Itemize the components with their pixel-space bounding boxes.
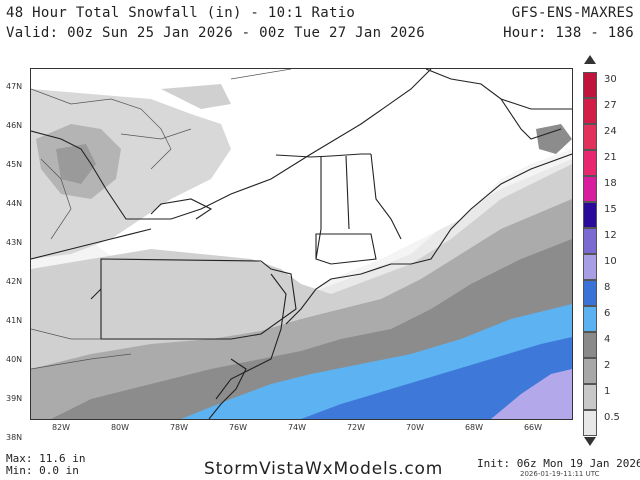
- snowfall-map: [30, 68, 573, 420]
- min-value: Min: 0.0 in: [6, 464, 79, 477]
- lon-label: 76W: [228, 423, 248, 432]
- scroll-up-icon[interactable]: [584, 55, 596, 64]
- lat-label: 38N: [6, 433, 23, 442]
- scale-label: 1: [604, 386, 611, 397]
- snow-10in-area: [491, 369, 572, 419]
- scale-label: 10: [604, 256, 617, 267]
- lon-label: 68W: [464, 423, 484, 432]
- scroll-down-icon[interactable]: [584, 437, 596, 446]
- scale-swatch: [583, 176, 597, 202]
- lat-label: 43N: [6, 238, 23, 247]
- scale-label: 15: [604, 204, 617, 215]
- snow-8in-band: [301, 337, 572, 419]
- lat-label: 40N: [6, 355, 23, 364]
- scale-label: 18: [604, 178, 617, 189]
- inner-borders: [31, 69, 292, 370]
- scale-swatch: [583, 280, 597, 306]
- lon-label: 80W: [110, 423, 130, 432]
- scale-label: 27: [604, 100, 617, 111]
- scale-swatch: [583, 202, 597, 228]
- scale-swatch: [583, 358, 597, 384]
- map-title: 48 Hour Total Snowfall (in) - 10:1 Ratio: [6, 5, 356, 21]
- snow-4in-maritimes: [536, 124, 572, 154]
- init-time: Init: 06z Mon 19 Jan 2026: [477, 457, 640, 470]
- scale-swatch: [583, 306, 597, 332]
- site-name: StormVistaWxModels.com: [204, 459, 444, 479]
- scale-swatch: [583, 332, 597, 358]
- lon-label: 72W: [346, 423, 366, 432]
- lat-label: 47N: [6, 82, 23, 91]
- lat-label: 41N: [6, 316, 23, 325]
- snow-4in-ontario: [56, 144, 96, 184]
- lon-label: 74W: [287, 423, 307, 432]
- scale-swatch: [583, 228, 597, 254]
- scale-swatch: [583, 98, 597, 124]
- lat-label: 46N: [6, 121, 23, 130]
- lon-label: 70W: [405, 423, 425, 432]
- model-name: GFS-ENS-MAXRES: [511, 5, 634, 21]
- forecast-hour: Hour: 138 - 186: [503, 25, 634, 41]
- coastline-lines: [31, 69, 572, 419]
- scale-label: 6: [604, 308, 611, 319]
- timestamp: 2026-01-19-11:11 UTC: [520, 470, 600, 478]
- scale-swatch: [583, 384, 597, 410]
- lat-label: 39N: [6, 394, 23, 403]
- scale-label: 21: [604, 152, 617, 163]
- scale-swatch: [583, 410, 597, 436]
- scale-label: 0.5: [604, 412, 620, 423]
- lat-label: 44N: [6, 199, 23, 208]
- valid-time: Valid: 00z Sun 25 Jan 2026 - 00z Tue 27 …: [6, 25, 425, 41]
- snow-1in-patch: [161, 84, 231, 109]
- scale-label: 24: [604, 126, 617, 137]
- max-value: Max: 11.6 in: [6, 452, 86, 465]
- scale-swatch: [583, 72, 597, 98]
- scale-swatch: [583, 124, 597, 150]
- scale-swatch: [583, 254, 597, 280]
- lat-label: 42N: [6, 277, 23, 286]
- scale-swatch: [583, 150, 597, 176]
- scale-label: 30: [604, 74, 617, 85]
- lon-label: 66W: [523, 423, 543, 432]
- lat-label: 45N: [6, 160, 23, 169]
- lon-label: 82W: [51, 423, 71, 432]
- scale-label: 12: [604, 230, 617, 241]
- scale-label: 2: [604, 360, 611, 371]
- scale-label: 4: [604, 334, 611, 345]
- lon-label: 78W: [169, 423, 189, 432]
- scale-label: 8: [604, 282, 611, 293]
